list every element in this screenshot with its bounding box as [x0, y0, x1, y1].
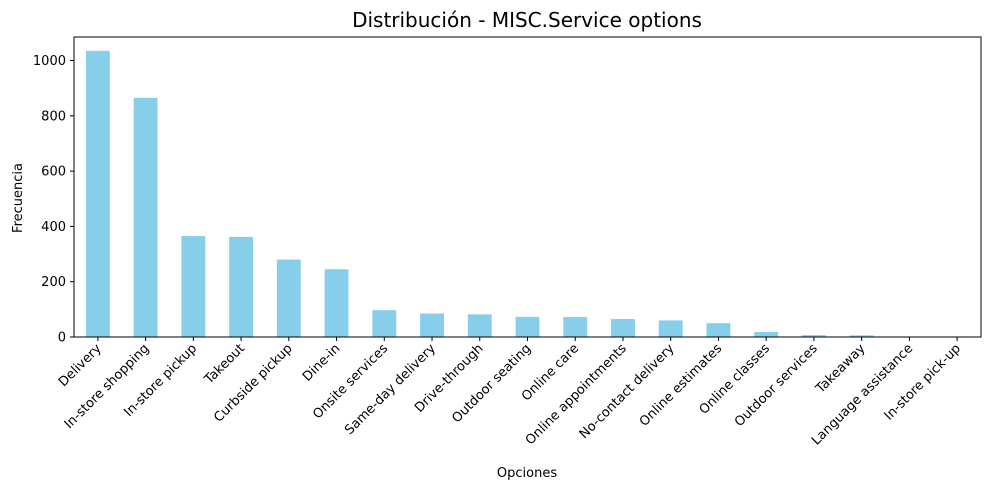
- bar: [181, 236, 206, 337]
- x-tick-label: Outdoor services: [732, 341, 821, 430]
- bar: [324, 269, 349, 337]
- x-tick-label: Dine-in: [300, 341, 343, 384]
- bar: [372, 310, 397, 337]
- x-tick-label: In-store shopping: [62, 341, 153, 432]
- y-tick-label: 800: [41, 109, 66, 124]
- y-tick-label: 0: [58, 331, 66, 346]
- bar: [229, 236, 254, 337]
- bar: [467, 314, 492, 337]
- x-tick-label: No-contact delivery: [577, 341, 678, 442]
- bar: [658, 320, 683, 337]
- x-tick-label: Takeout: [201, 341, 248, 388]
- bars-group: [85, 50, 970, 337]
- y-tick-label: 200: [41, 275, 66, 290]
- y-axis: 0 200 400 600 800 1000: [33, 54, 74, 346]
- bar: [85, 50, 110, 337]
- bar: [706, 323, 731, 337]
- bar: [420, 313, 444, 337]
- y-tick-label: 600: [41, 165, 66, 180]
- bar: [515, 316, 540, 337]
- y-tick-label: 1000: [33, 54, 66, 69]
- x-axis-label: Opciones: [497, 466, 557, 481]
- x-tick-label: Same-day delivery: [342, 341, 439, 438]
- bar: [801, 335, 826, 337]
- bar: [563, 317, 588, 337]
- chart-title: Distribución - MISC.Service options: [352, 8, 702, 32]
- bar: [754, 332, 779, 337]
- y-axis-label: Frecuencia: [11, 163, 26, 233]
- plot-frame: [73, 36, 982, 338]
- bar: [611, 319, 635, 337]
- x-tick-label: Delivery: [56, 341, 105, 390]
- bar: [849, 335, 874, 337]
- x-tick-label: Online estimates: [637, 341, 726, 430]
- bar: [133, 97, 158, 337]
- y-tick-label: 400: [41, 220, 66, 235]
- bar: [276, 259, 301, 337]
